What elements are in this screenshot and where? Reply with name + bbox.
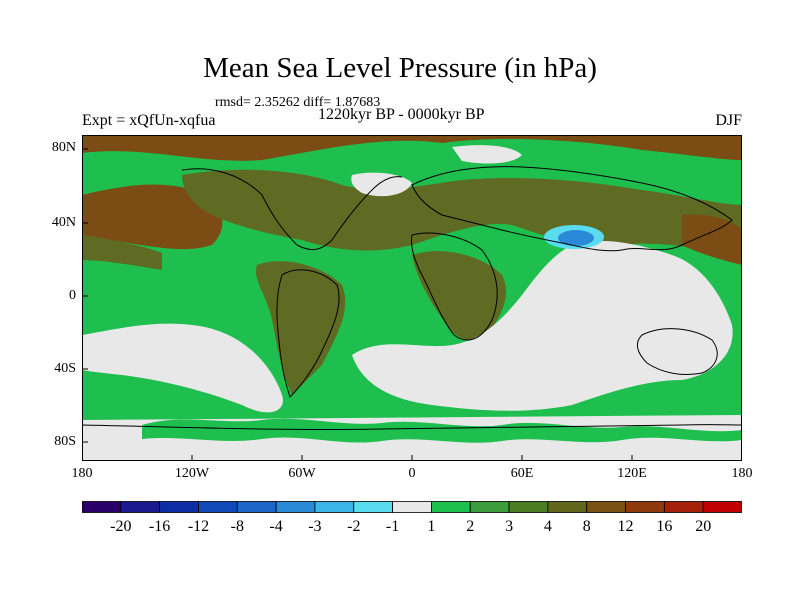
coastline-africa — [411, 232, 498, 341]
coastline-eurasia — [411, 166, 733, 252]
colorbar-swatch — [586, 501, 626, 513]
colorbar-label: -3 — [308, 518, 322, 535]
lat-tick-80n: 80N — [51, 140, 76, 155]
lon-tick-0: 0 — [408, 466, 416, 481]
lat-tick-40n: 40N — [51, 215, 76, 230]
lat-tick-40s: 40S — [54, 361, 76, 376]
coastline-south-america — [276, 269, 340, 398]
coastline-antarctica — [81, 424, 743, 431]
colorbar-label: 12 — [617, 518, 634, 535]
colorbar-swatch — [547, 501, 588, 513]
colorbar-swatch — [392, 501, 432, 513]
coastline-australia — [636, 328, 718, 376]
experiment-label: Expt = xQfUn-xqfua — [82, 112, 216, 129]
colorbar-swatch — [353, 501, 393, 513]
moderate-anomaly-west — [82, 235, 162, 270]
colorbar-swatch — [702, 501, 743, 513]
lon-tick-60e: 60E — [510, 466, 534, 481]
period-label: 1220kyr BP - 0000kyr BP — [318, 106, 485, 123]
colorbar-label: -4 — [269, 518, 283, 535]
colorbar-label: -8 — [230, 518, 244, 535]
colorbar-swatch — [275, 501, 316, 513]
colorbar-swatch — [663, 501, 704, 513]
colorbar-svg — [81, 501, 743, 513]
colorbar-swatch — [159, 501, 199, 513]
colorbar-label: -20 — [110, 518, 132, 535]
colorbar-label: 4 — [543, 518, 552, 535]
colorbar-swatch — [314, 501, 355, 513]
colorbar-label: -2 — [347, 518, 361, 535]
colorbar-label: 16 — [656, 518, 673, 535]
neutral-zone-south-pacific — [82, 323, 283, 413]
colorbar-swatch — [236, 501, 277, 513]
pressure-map — [81, 135, 743, 461]
moderate-anomaly-africa — [412, 251, 507, 341]
low-anomaly-inner — [558, 230, 594, 246]
lat-tick-0: 0 — [69, 288, 76, 303]
lon-tick-120e: 120E — [617, 466, 647, 481]
chart-title: Mean Sea Level Pressure (in hPa) — [203, 52, 597, 84]
colorbar-swatch — [81, 501, 122, 513]
map-svg — [81, 135, 743, 461]
stats-label: rmsd= 2.35262 diff= 1.87683 — [215, 95, 381, 110]
neutral-zone-north-atlantic — [351, 172, 412, 197]
colorbar-label: -1 — [385, 518, 400, 535]
neutral-zone-arctic — [452, 145, 522, 164]
colorbar-swatch — [625, 501, 665, 513]
colorbar-label: 2 — [466, 518, 475, 535]
high-anomaly-pacific — [82, 184, 223, 250]
coastlines — [81, 166, 743, 431]
colorbar-label: 1 — [427, 518, 436, 535]
colorbar-label: -12 — [187, 518, 210, 535]
lon-tick-120w: 120W — [174, 466, 210, 481]
lon-tick-180e: 180 — [731, 466, 753, 481]
colorbar-label: 20 — [695, 518, 712, 535]
lon-tick-180w: 180 — [71, 466, 93, 481]
colorbar-swatch — [469, 501, 510, 513]
high-anomaly-north — [82, 135, 742, 161]
colorbar-label: 3 — [505, 518, 514, 535]
lat-tick-80s: 80S — [54, 434, 76, 449]
colorbar-swatch — [198, 501, 238, 513]
lon-tick-60w: 60W — [288, 466, 316, 481]
colorbar-label: -16 — [148, 518, 171, 535]
colorbar-swatch — [508, 501, 549, 513]
axis-ticks — [82, 148, 633, 461]
colorbar — [81, 501, 743, 522]
anomaly-ring-southern-ocean — [142, 418, 742, 443]
neutral-zone-indian-ocean — [352, 240, 733, 411]
season-label: DJF — [715, 112, 742, 129]
coastline-north-america — [181, 168, 403, 251]
colorbar-swatch — [120, 501, 161, 513]
colorbar-swatch — [431, 501, 471, 513]
high-anomaly-east — [682, 214, 742, 265]
colorbar-label: 8 — [582, 518, 591, 535]
